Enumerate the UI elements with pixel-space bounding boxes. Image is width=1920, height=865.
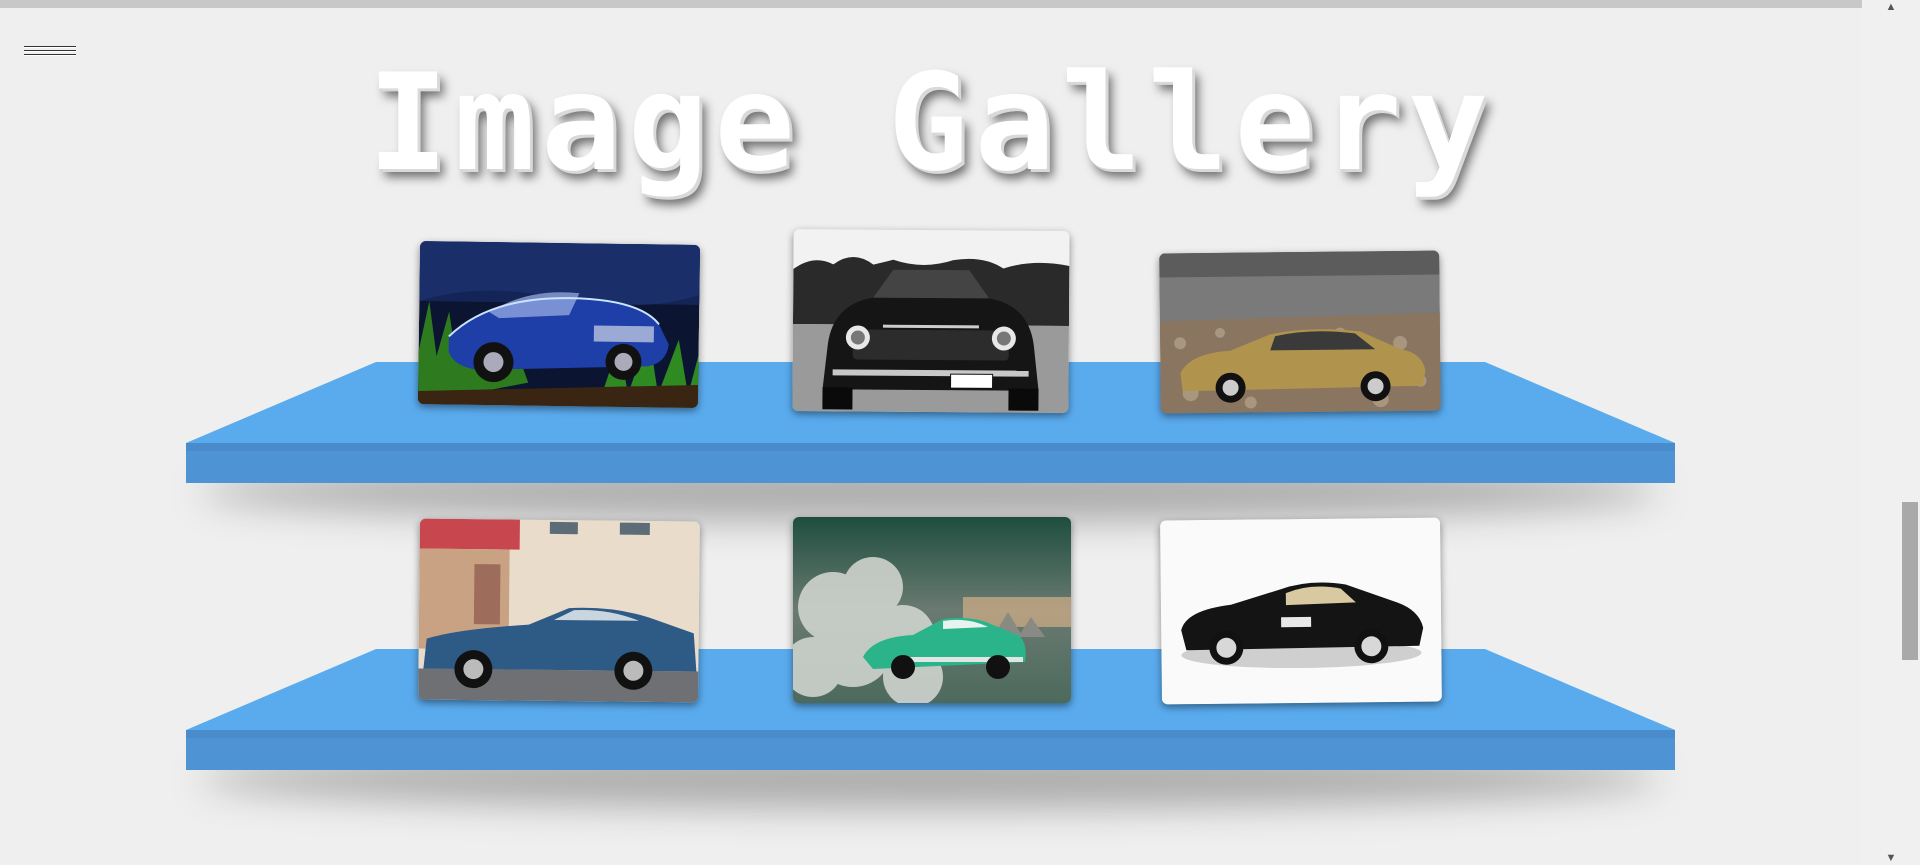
black-gullwing-photo[interactable] — [1160, 517, 1442, 705]
blue-muscle-car-photo[interactable] — [417, 241, 701, 408]
hamburger-menu-icon[interactable] — [24, 38, 76, 64]
green-cadillac-photo[interactable] — [793, 517, 1071, 703]
menu-line — [24, 50, 76, 51]
scroll-up-icon[interactable]: ▲ — [1885, 1, 1897, 13]
scroll-thumb[interactable] — [1902, 502, 1918, 660]
page-title: Image Gallery — [367, 45, 1495, 201]
browser-top-bar — [0, 0, 1862, 8]
gold-coupe-photo[interactable] — [1159, 250, 1441, 414]
scroll-track[interactable] — [1862, 14, 1920, 851]
blue-fastback-photo[interactable] — [418, 518, 700, 703]
menu-line — [24, 46, 76, 47]
black-convertible-photo[interactable] — [792, 229, 1070, 413]
scroll-down-icon[interactable]: ▼ — [1885, 852, 1897, 864]
menu-line — [24, 54, 76, 55]
page-content: Image Gallery — [0, 8, 1862, 865]
scrollbar[interactable]: ▲ ▼ — [1862, 0, 1920, 865]
